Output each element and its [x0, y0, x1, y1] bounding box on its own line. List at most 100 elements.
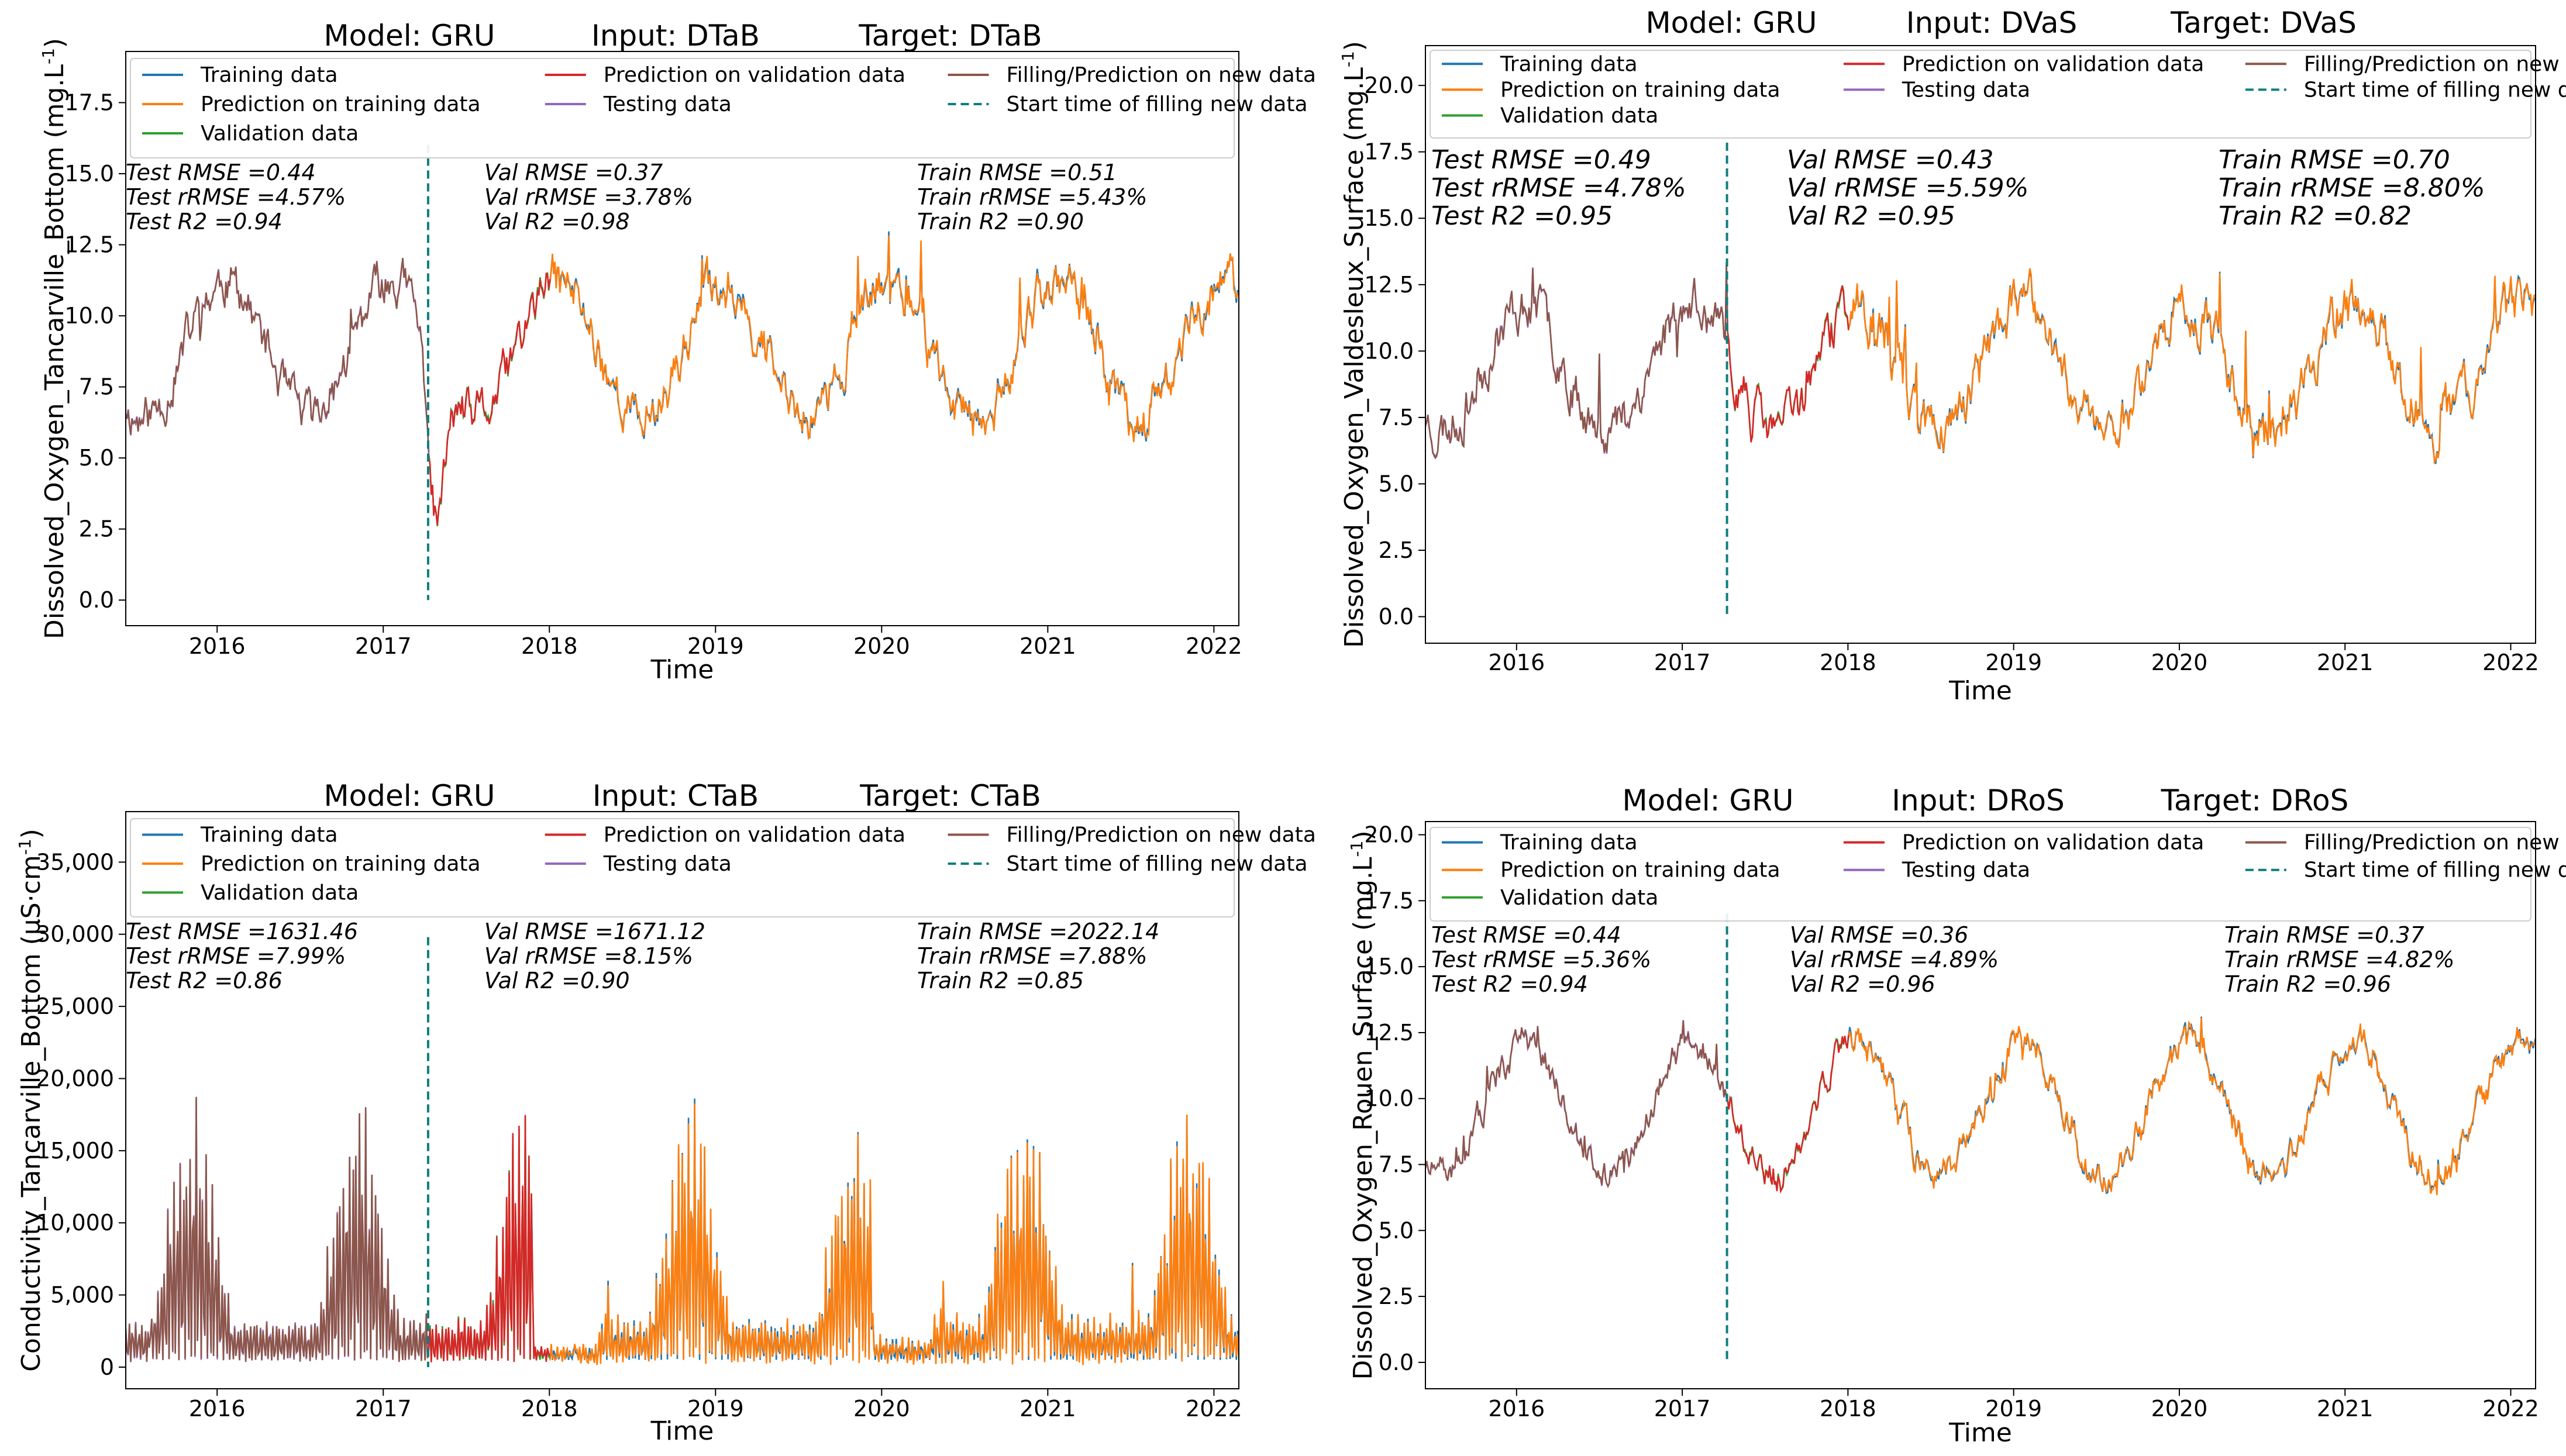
legend-box	[1430, 50, 2531, 139]
series-prediction-on-training-data	[549, 235, 1239, 443]
chart-title-target: Target: DRoS	[2161, 784, 2349, 817]
metric-val: Val R2 =0.98	[484, 209, 630, 234]
series-prediction-on-validation-data	[1727, 285, 1849, 443]
x-tick-label: 2020	[853, 633, 910, 659]
series-validation-data	[428, 271, 551, 527]
x-tick-label: 2020	[2151, 650, 2208, 675]
y-axis-label-sup: -1	[39, 48, 58, 64]
legend-box	[130, 818, 1235, 917]
x-tick-label: 2020	[2151, 1396, 2208, 1422]
y-tick-label: 15.0	[64, 161, 114, 187]
metric-val: Val RMSE =0.37	[484, 160, 663, 185]
y-tick-label: 17.5	[1364, 888, 1414, 913]
chart-title-target: Target: DVaS	[2170, 6, 2357, 40]
series-filling-prediction-on-new-data	[126, 1096, 430, 1362]
series-training-data	[1848, 1016, 2536, 1194]
y-tick-label: 0	[100, 1354, 114, 1380]
metric-train: Train rRMSE =7.88%	[917, 943, 1147, 969]
metric-train: Train rRMSE =4.82%	[2224, 947, 2454, 972]
y-axis-label: Dissolved_Oxygen_Tancarville_Bottom (mg.…	[39, 38, 70, 639]
y-tick-label: 7.5	[1379, 1152, 1414, 1178]
y-axis-label: Dissolved_Oxygen_Valdesleux_Surface (mg.…	[1338, 41, 1369, 648]
y-tick-label: 20.0	[1364, 822, 1414, 848]
series-prediction-on-training-data	[1848, 268, 2536, 465]
y-tick-label: 17.5	[64, 90, 114, 116]
y-tick-label: 10.0	[1364, 338, 1414, 364]
legend-entry-pred_validation: Prediction on validation data	[1902, 831, 2204, 855]
metric-test: Test rRMSE =4.78%	[1431, 173, 1686, 203]
series-testing-data	[1425, 1020, 1728, 1189]
x-tick-label: 2017	[355, 633, 412, 659]
metric-test: Test RMSE =1631.46	[126, 919, 358, 944]
y-axis-label-sup: -1	[1338, 51, 1358, 67]
series-testing-data	[126, 258, 430, 454]
legend-entry-pred_validation: Prediction on validation data	[604, 823, 905, 847]
y-tick-label: 10.0	[64, 303, 114, 329]
x-axis-label: Time	[1948, 676, 2012, 706]
y-tick-label: 7.5	[79, 374, 114, 400]
legend-entry-filling: Filling/Prediction on new data	[1007, 63, 1316, 87]
y-axis-label-main: Dissolved_Oxygen_Valdesleux_Surface (mg.…	[1339, 67, 1369, 648]
metric-test: Test RMSE =0.49	[1431, 145, 1651, 175]
metric-test: Test R2 =0.95	[1431, 201, 1613, 231]
legend-entry-training: Training data	[1500, 831, 1638, 855]
x-tick-label: 2017	[1654, 650, 1711, 675]
legend-entry-pred_training: Prediction on training data	[201, 92, 481, 116]
y-tick-label: 2.5	[79, 516, 114, 542]
metric-test: Test RMSE =0.44	[1431, 922, 1621, 948]
legend-entry-testing: Testing data	[1902, 78, 2030, 102]
y-tick-label: 10,000	[36, 1210, 114, 1236]
x-tick-label: 2018	[521, 633, 578, 659]
metric-test: Test rRMSE =7.99%	[126, 943, 346, 969]
series-validation-data	[1727, 285, 1849, 443]
metric-val: Val rRMSE =8.15%	[484, 943, 693, 969]
legend-entry-filling: Filling/Prediction on new data	[2304, 52, 2566, 76]
chart-title-model: Model: GRU	[1623, 784, 1794, 817]
legend-box	[1430, 827, 2531, 922]
y-tick-label: 15.0	[1364, 954, 1414, 979]
chart-ctab: Model: GRU Input: CTaB Target: CTaB 2016 201…	[15, 779, 1316, 1446]
legend-entry-filling: Filling/Prediction on new data	[2304, 831, 2566, 855]
axes-frame	[1425, 45, 2536, 644]
metric-val: Val rRMSE =5.59%	[1787, 173, 2028, 203]
metric-val: Val RMSE =1671.12	[484, 919, 705, 944]
legend-entry-pred_training: Prediction on training data	[201, 852, 481, 876]
series-prediction-on-validation-data	[428, 1115, 551, 1362]
y-tick-label: 5.0	[79, 445, 114, 471]
x-tick-label: 2022	[1186, 1396, 1242, 1422]
y-tick-label: 20,000	[36, 1065, 114, 1091]
chart-title-model: Model: GRU	[324, 19, 495, 53]
legend-entry-testing: Testing data	[1902, 858, 2030, 882]
series-filling-prediction-on-new-data	[126, 257, 430, 452]
x-tick-label: 2019	[687, 633, 744, 659]
x-tick-label: 2019	[1985, 1396, 2042, 1422]
y-tick-label: 0.0	[1379, 1350, 1414, 1375]
y-axis-label-end: )	[40, 38, 70, 48]
x-axis-label: Time	[1948, 1418, 2012, 1448]
series-training-data	[1848, 271, 2536, 464]
y-axis-label-main: Dissolved_Oxygen_Tancarville_Bottom (mg.…	[40, 64, 70, 640]
legend-entry-filling: Filling/Prediction on new data	[1007, 823, 1316, 847]
x-tick-label: 2016	[1488, 650, 1545, 675]
metric-test: Test R2 =0.94	[126, 209, 283, 234]
axes-frame	[125, 51, 1239, 626]
legend-entry-validation: Validation data	[201, 122, 359, 146]
metric-train: Train rRMSE =5.43%	[917, 184, 1147, 210]
y-axis-label: Dissolved_Oxygen_Rouen_Surface (mg.L-1)	[1347, 830, 1378, 1379]
chart-dvas: Model: GRU Input: DVaS Target: DVaS 2016 201…	[1338, 6, 2566, 706]
x-tick-label: 2021	[2317, 650, 2374, 675]
series-prediction-on-validation-data	[428, 272, 551, 526]
legend-entry-start_fill: Start time of filling new data	[2304, 858, 2566, 882]
y-tick-label: 5.0	[1379, 471, 1414, 496]
legend-entry-pred_training: Prediction on training data	[1500, 858, 1780, 882]
legend-entry-start_fill: Start time of filling new data	[2304, 78, 2566, 102]
legend-entry-testing: Testing data	[603, 92, 732, 116]
y-tick-label: 35,000	[36, 849, 114, 875]
x-tick-label: 2021	[2317, 1396, 2374, 1422]
metric-test: Test rRMSE =4.57%	[126, 184, 346, 210]
x-tick-label: 2022	[2482, 650, 2539, 675]
metric-train: Train RMSE =0.51	[917, 160, 1117, 185]
y-tick-label: 12.5	[1364, 1020, 1414, 1046]
metric-train: Train R2 =0.85	[917, 968, 1084, 993]
